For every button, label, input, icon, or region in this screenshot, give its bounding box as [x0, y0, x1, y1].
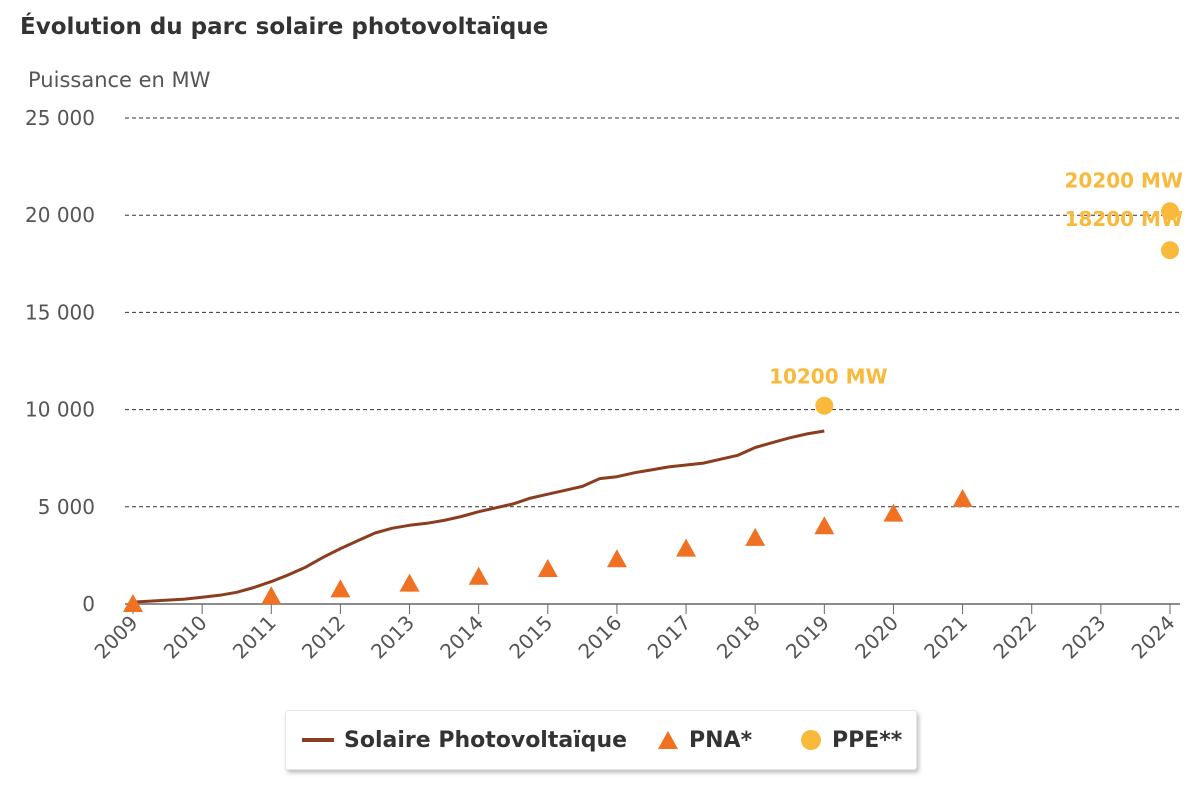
- pna-point: [883, 503, 904, 522]
- x-tick-label: 2013: [366, 611, 419, 664]
- x-axis: [125, 603, 1180, 614]
- x-tick-labels: 2009 2010 2011 2012 2013 2014 2015 2016 2017 2018…: [90, 611, 1180, 664]
- series-solaire-photovoltaique: [132, 429, 825, 604]
- pna-point: [606, 549, 627, 568]
- ppe-point: [1161, 202, 1179, 221]
- legend: Solaire Photovoltaïque PNA* PPE**: [285, 710, 917, 770]
- x-tick-label: 2022: [988, 611, 1041, 664]
- legend-label-pna: PNA*: [689, 727, 753, 753]
- pna-point: [537, 559, 558, 578]
- gridlines: [125, 117, 1180, 508]
- series-ppe: [815, 202, 1179, 415]
- y-axis-label: Puissance en MW: [28, 68, 211, 92]
- x-tick-label: 2009: [90, 611, 143, 664]
- pna-point: [123, 594, 143, 612]
- legend-line-icon: [302, 738, 334, 742]
- pna-point: [399, 573, 420, 592]
- y-tick-label: 15 000: [25, 300, 95, 324]
- ppe-data-label: 10200 MW: [769, 365, 888, 389]
- ppe-point: [815, 396, 834, 415]
- legend-label-solaire: Solaire Photovoltaïque: [344, 727, 628, 753]
- legend-item-solaire[interactable]: Solaire Photovoltaïque: [302, 711, 627, 769]
- legend-triangle-icon: [658, 731, 678, 749]
- pna-point: [814, 516, 835, 535]
- data-labels: 10200 MW 20200 MW 18200 MW: [769, 168, 1183, 388]
- x-tick-label: 2010: [159, 611, 212, 664]
- y-tick-label: 10 000: [25, 398, 95, 422]
- chart-title: Évolution du parc solaire photovoltaïque: [20, 14, 549, 40]
- legend-item-pna[interactable]: PNA*: [657, 711, 752, 769]
- x-tick-label: 2021: [919, 611, 972, 664]
- series-line-path: [132, 429, 825, 604]
- x-tick-label: 2019: [781, 611, 834, 664]
- ppe-data-label: 18200 MW: [1064, 207, 1183, 231]
- ppe-data-label: 20200 MW: [1064, 168, 1183, 192]
- pna-point: [745, 527, 766, 546]
- pna-point: [676, 538, 697, 557]
- y-tick-label: 25 000: [25, 106, 95, 130]
- x-tick-label: 2017: [643, 611, 696, 664]
- x-tick-label: 2016: [574, 611, 627, 664]
- y-tick-label: 5 000: [38, 495, 95, 519]
- pna-point: [261, 586, 282, 605]
- x-tick-label: 2015: [504, 611, 557, 664]
- y-tick-label: 0: [82, 592, 95, 616]
- x-tick-label: 2012: [297, 611, 350, 664]
- legend-item-ppe[interactable]: PPE**: [800, 711, 902, 769]
- pna-point: [952, 489, 973, 508]
- x-tick-label: 2018: [712, 611, 765, 664]
- x-tick-label: 2020: [850, 611, 903, 664]
- pna-point: [468, 566, 489, 585]
- y-tick-labels: 0 5 000 10 000 15 000 20 000 25 000: [25, 106, 95, 616]
- x-tick-label: 2024: [1127, 611, 1180, 664]
- pna-point: [330, 579, 351, 598]
- legend-circle-icon: [801, 730, 821, 750]
- x-tick-label: 2023: [1057, 611, 1110, 664]
- series-pna: [123, 489, 973, 612]
- x-tick-label: 2014: [435, 611, 488, 664]
- y-tick-label: 20 000: [25, 203, 95, 227]
- ppe-point: [1161, 241, 1179, 260]
- legend-label-ppe: PPE**: [832, 727, 903, 753]
- x-tick-label: 2011: [228, 611, 281, 664]
